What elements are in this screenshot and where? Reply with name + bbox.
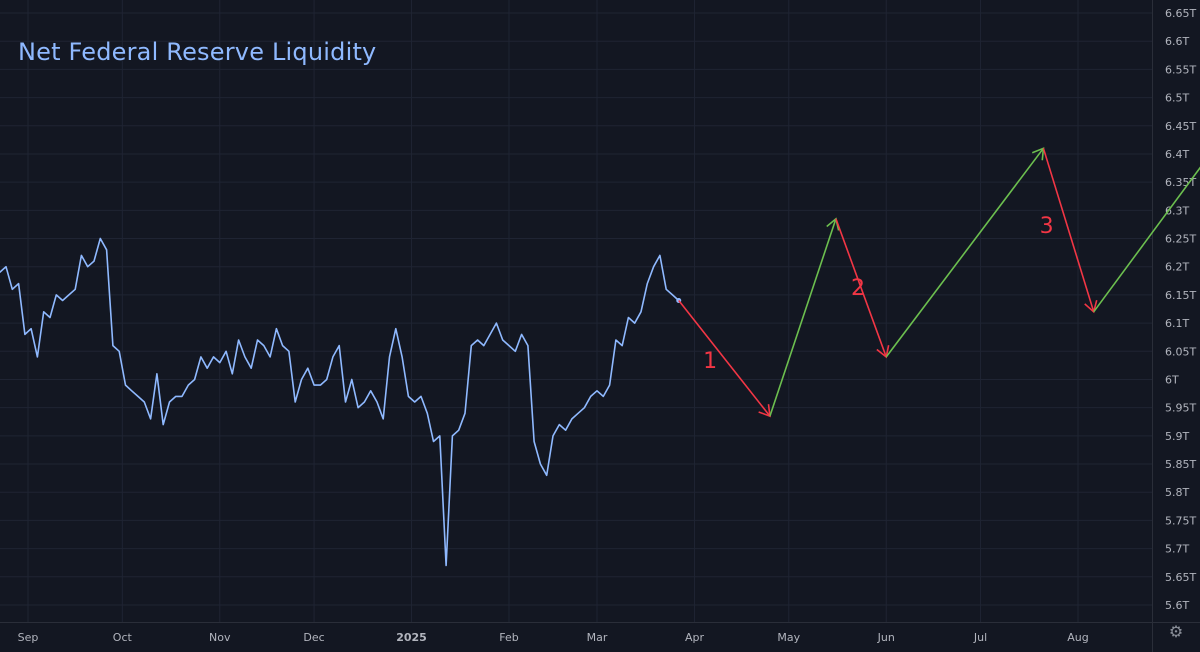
y-tick-label: 6.1T (1165, 317, 1189, 330)
x-tick-label: May (777, 631, 800, 644)
x-tick-label: Nov (209, 631, 231, 644)
annotation-label: 1 (703, 349, 717, 374)
y-tick-label: 6.5T (1165, 92, 1189, 105)
x-tick-label: Apr (685, 631, 705, 644)
y-tick-label: 6T (1165, 373, 1179, 386)
arrow-up (769, 218, 837, 417)
arrowhead-up (826, 217, 840, 231)
x-tick-label: Jun (877, 631, 895, 644)
y-tick-label: 6.45T (1165, 120, 1196, 133)
arrow-down (678, 300, 771, 417)
settings-gear-icon[interactable]: ⚙ (1168, 622, 1184, 641)
y-tick-label: 6.35T (1165, 176, 1196, 189)
y-tick-label: 5.65T (1165, 571, 1196, 584)
x-tick-label: Jul (973, 631, 987, 644)
y-tick-label: 5.95T (1165, 402, 1196, 415)
x-tick-label: Feb (499, 631, 518, 644)
series-line (0, 237, 680, 567)
y-tick-label: 5.9T (1165, 430, 1189, 443)
arrowhead-down (758, 404, 771, 418)
y-tick-label: 5.75T (1165, 514, 1196, 527)
x-tick-label: 2025 (396, 631, 427, 644)
y-tick-label: 6.65T (1165, 7, 1196, 20)
arrow-down (835, 218, 887, 358)
y-tick-label: 5.85T (1165, 458, 1196, 471)
y-tick-label: 6.15T (1165, 289, 1196, 302)
y-tick-label: 6.2T (1165, 261, 1189, 274)
annotation-label: 2 (851, 276, 865, 301)
x-tick-label: Sep (18, 631, 39, 644)
arrow-up (1093, 166, 1200, 313)
y-tick-label: 6.4T (1165, 148, 1189, 161)
x-tick-label: Aug (1067, 631, 1088, 644)
y-tick-label: 6.25T (1165, 233, 1196, 246)
arrow-down (1042, 148, 1095, 313)
y-tick-label: 6.6T (1165, 35, 1189, 48)
arrowhead-up (1031, 147, 1045, 161)
annotation-label: 3 (1040, 214, 1054, 239)
chart-title: Net Federal Reserve Liquidity (18, 38, 377, 66)
x-tick-label: Oct (113, 631, 133, 644)
y-tick-label: 6.05T (1165, 345, 1196, 358)
y-tick-label: 5.8T (1165, 486, 1189, 499)
y-tick-label: 6.55T (1165, 63, 1196, 76)
y-tick-label: 5.7T (1165, 543, 1189, 556)
arrow-up (885, 147, 1045, 358)
y-tick-label: 5.6T (1165, 599, 1189, 612)
x-tick-label: Dec (303, 631, 324, 644)
x-tick-label: Mar (587, 631, 608, 644)
